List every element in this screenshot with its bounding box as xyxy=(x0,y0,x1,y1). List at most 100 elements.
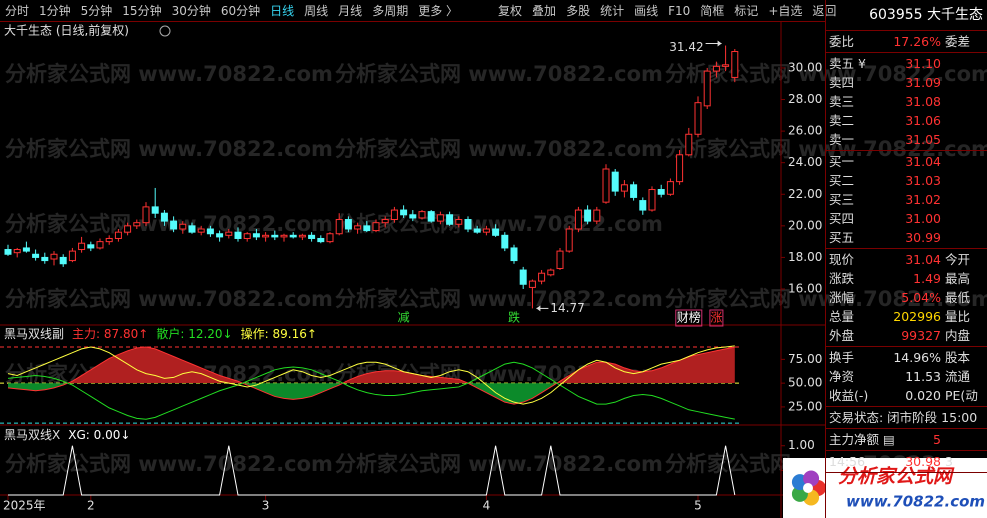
toolbar-button[interactable]: 统计 xyxy=(600,4,625,18)
quote-label: 涨幅 xyxy=(829,290,855,305)
low-label: 14.77 xyxy=(550,301,584,315)
toolbar-button[interactable]: 1分钟 xyxy=(39,4,71,18)
candle-body xyxy=(206,228,214,235)
candle-body xyxy=(648,189,656,211)
toolbar-button[interactable]: 多股 xyxy=(566,4,591,18)
toolbar-button[interactable]: 画线 xyxy=(634,4,659,18)
quote-label: 股本 xyxy=(945,350,971,365)
y-tick-label: 18.00 xyxy=(788,250,822,264)
quote-value: 1.49 xyxy=(913,271,941,286)
quote-panel: 603955 大千生态 委比 17.26% 委差 卖五 ¥ 31.10 卖四 31.09 卖三… xyxy=(825,0,987,518)
legend-name: 主力 xyxy=(72,327,96,341)
y-tick-label: 1.00 xyxy=(788,438,815,452)
candle-body xyxy=(482,228,490,233)
candle-body xyxy=(197,228,205,233)
toolbar-button[interactable]: 更多 〉 xyxy=(418,4,459,18)
toolbar-button[interactable]: 日线 xyxy=(270,4,295,18)
candle-body xyxy=(308,234,316,239)
x-tick-label: 5 xyxy=(694,499,702,513)
candle-body xyxy=(22,247,30,252)
candle-body xyxy=(363,225,371,232)
legend-separator: : xyxy=(265,327,273,341)
toolbar-button[interactable]: 15分钟 xyxy=(122,4,162,18)
arrow-head xyxy=(536,305,541,312)
candle-body xyxy=(160,212,168,222)
candle-body xyxy=(666,181,674,195)
quote-label: 换手 xyxy=(829,350,855,365)
quote-group: 现价 31.04 今开 涨跌 1.49 最高 涨幅 5.04% 最低 总量 202996 量比 外盘 99… xyxy=(826,249,987,347)
legend-name: 散户 xyxy=(156,326,180,341)
panel-title: 黑马双线副 xyxy=(4,327,64,341)
candle-body xyxy=(170,220,178,230)
watermark: 分析家公式网 www.70822.com xyxy=(5,452,333,476)
quote-value: 202996 xyxy=(893,309,941,324)
quote-label: 外盘 xyxy=(829,328,855,343)
quote-label: 买三 xyxy=(829,192,855,207)
candle-body xyxy=(354,225,362,230)
candle-body xyxy=(418,211,426,219)
toolbar-button[interactable]: 月线 xyxy=(338,4,363,18)
toolbar-button[interactable]: F10 xyxy=(668,3,691,18)
y-tick-label: 50.00 xyxy=(788,376,822,390)
quote-value: 31.06 xyxy=(905,113,941,128)
series-line xyxy=(7,345,735,405)
candle-body xyxy=(574,209,582,230)
candle-body xyxy=(473,228,481,233)
quote-row: 买五 30.99 xyxy=(826,228,987,247)
candle-body xyxy=(225,231,233,236)
quote-value: 11.53 xyxy=(905,369,941,384)
candle-body xyxy=(280,234,288,238)
toolbar-button[interactable]: 返回 xyxy=(812,4,837,18)
toolbar-button[interactable]: 多周期 xyxy=(372,4,409,18)
candle-body xyxy=(216,233,224,238)
candle-body xyxy=(381,219,389,224)
y-tick-label: 25.00 xyxy=(788,399,822,413)
candle-body xyxy=(289,234,297,238)
toolbar-button[interactable]: 复权 xyxy=(498,4,523,18)
toolbar-button[interactable]: +自选 xyxy=(768,4,803,18)
panel-title: 黑马双线X xyxy=(4,428,60,442)
quote-label: 买一 xyxy=(829,154,855,169)
watermark: 分析家公式网 www.70822.com xyxy=(5,137,333,161)
candle-body xyxy=(96,241,104,249)
candle-body xyxy=(565,228,573,252)
candle-body xyxy=(630,184,638,198)
quote-label: 委比 xyxy=(829,34,855,49)
candle-body xyxy=(703,70,711,107)
legend: 黑马双线X XG: 0.00↓ xyxy=(4,428,130,442)
quote-row: 卖一 31.05 xyxy=(826,130,987,149)
toolbar-button[interactable]: 60分钟 xyxy=(220,4,261,18)
header-icon xyxy=(159,25,171,37)
candle-body xyxy=(142,206,150,224)
quote-row: 14:56 30.98 3 xyxy=(826,452,987,471)
candle-body xyxy=(712,65,720,72)
toolbar-button[interactable]: 简框 xyxy=(700,4,725,18)
quote-label: 内盘 xyxy=(945,328,971,343)
toolbar-button[interactable]: 分时 xyxy=(5,4,30,18)
toolbar-button[interactable]: 30分钟 xyxy=(171,4,211,18)
x-tick-label: 2025年 xyxy=(3,499,46,513)
watermark: 分析家公式网 www.70822.com xyxy=(335,287,663,311)
quote-row: 买三 31.02 xyxy=(826,190,987,209)
candle-body xyxy=(528,280,536,288)
watermark: 分析家公式网 www.70822.com xyxy=(5,212,333,236)
quote-label: PE(动 xyxy=(945,388,978,403)
toolbar-button[interactable]: 标记 xyxy=(734,4,759,18)
quote-row: 涨幅 5.04% 最低 xyxy=(826,288,987,307)
x-tick-label: 3 xyxy=(262,499,270,513)
candle-body xyxy=(59,256,67,265)
quote-label: 流通 xyxy=(945,369,971,384)
toolbar-button[interactable]: 叠加 xyxy=(532,4,557,18)
candle-body xyxy=(234,231,242,239)
quote-row: 现价 31.04 今开 xyxy=(826,250,987,269)
candle-body xyxy=(179,223,187,230)
candle-body xyxy=(731,51,739,78)
legend-name: XG xyxy=(68,428,86,442)
quote-value: 31.05 xyxy=(905,132,941,147)
toolbar-button[interactable]: 周线 xyxy=(304,4,329,18)
candle-body xyxy=(78,242,86,251)
toolbar-button[interactable]: 5分钟 xyxy=(80,4,113,18)
watermark: 分析家公式网 www.70822.com xyxy=(335,137,663,161)
candle-body xyxy=(676,154,684,183)
legend-separator: : xyxy=(86,428,94,442)
